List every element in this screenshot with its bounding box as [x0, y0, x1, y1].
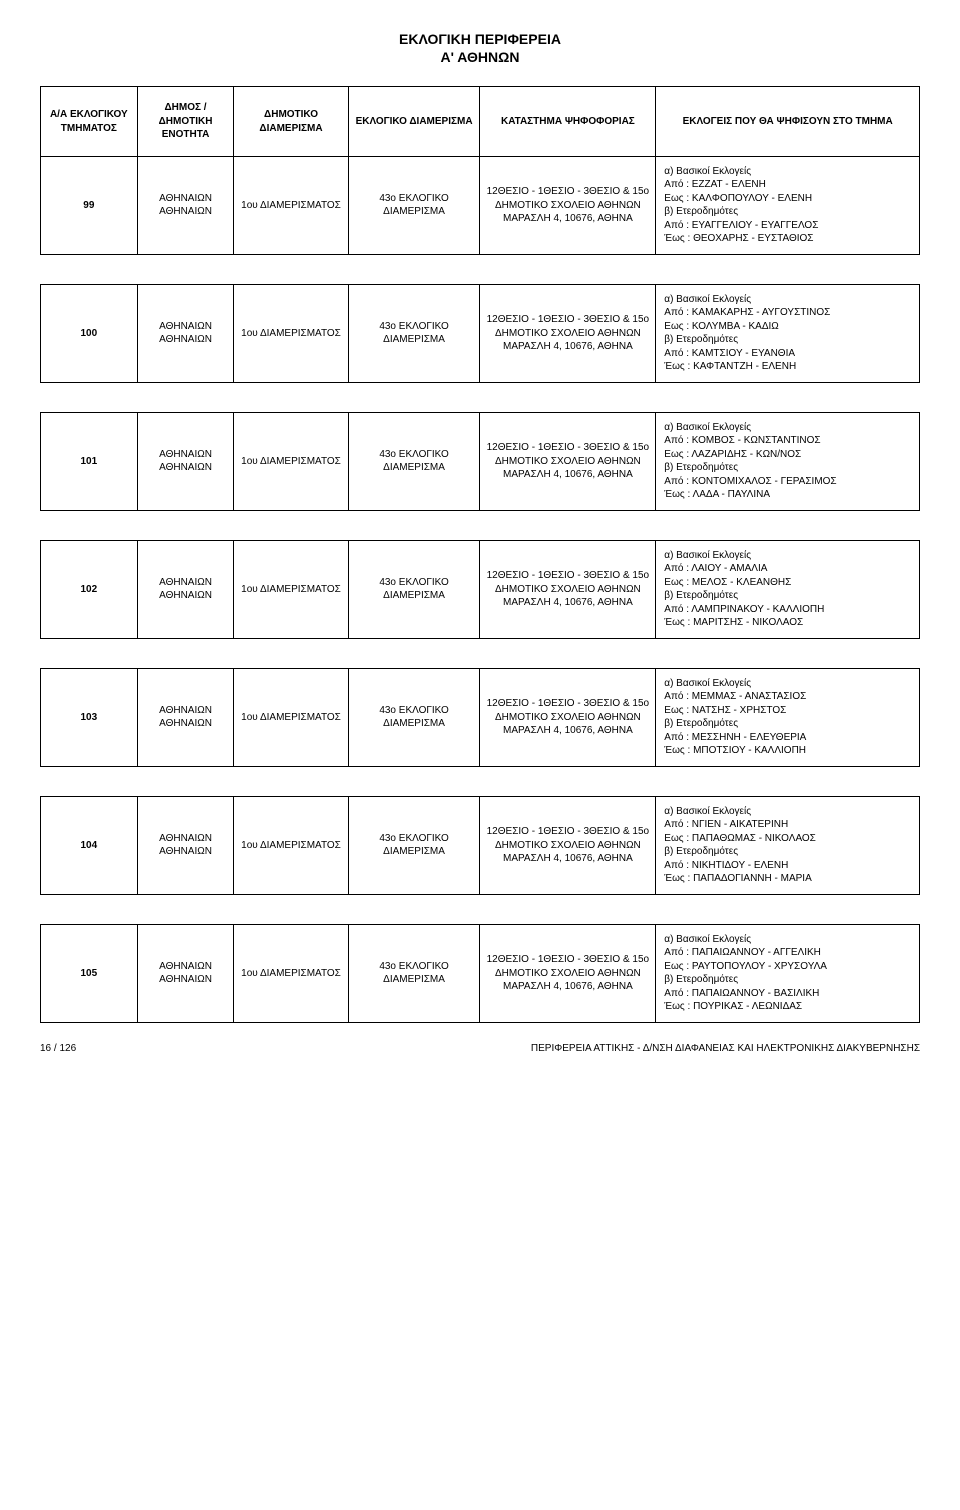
- spacer-cell: [41, 894, 920, 924]
- cell-voters: α) Βασικοί ΕκλογείςΑπό : ΚΟΜΒΟΣ - ΚΩΝΣΤΑ…: [656, 412, 920, 510]
- cell-aa: 99: [41, 156, 138, 254]
- cell-eklogiko: 43ο ΕΚΛΟΓΙΚΟ ΔΙΑΜΕΡΙΣΜΑ: [348, 156, 480, 254]
- table-row: 104ΑΘΗΝΑΙΩΝ ΑΘΗΝΑΙΩΝ1ου ΔΙΑΜΕΡΙΣΜΑΤΟΣ43ο…: [41, 796, 920, 894]
- cell-voters: α) Βασικοί ΕκλογείςΑπό : ΠΑΠΑΙΩΑΝΝΟΥ - Α…: [656, 924, 920, 1022]
- cell-aa: 104: [41, 796, 138, 894]
- row-spacer: [41, 382, 920, 412]
- cell-katastima: 12ΘΕΣΙΟ - 1ΘΕΣΙΟ - 3ΘΕΣΙΟ & 15ο ΔΗΜΟΤΙΚΟ…: [480, 284, 656, 382]
- cell-katastima: 12ΘΕΣΙΟ - 1ΘΕΣΙΟ - 3ΘΕΣΙΟ & 15ο ΔΗΜΟΤΙΚΟ…: [480, 412, 656, 510]
- cell-dimotiko: 1ου ΔΙΑΜΕΡΙΣΜΑΤΟΣ: [234, 284, 348, 382]
- header-katastima: ΚΑΤΑΣΤΗΜΑ ΨΗΦΟΦΟΡΙΑΣ: [480, 87, 656, 157]
- cell-aa: 102: [41, 540, 138, 638]
- cell-katastima: 12ΘΕΣΙΟ - 1ΘΕΣΙΟ - 3ΘΕΣΙΟ & 15ο ΔΗΜΟΤΙΚΟ…: [480, 924, 656, 1022]
- cell-eklogiko: 43ο ΕΚΛΟΓΙΚΟ ΔΙΑΜΕΡΙΣΜΑ: [348, 284, 480, 382]
- cell-katastima: 12ΘΕΣΙΟ - 1ΘΕΣΙΟ - 3ΘΕΣΙΟ & 15ο ΔΗΜΟΤΙΚΟ…: [480, 540, 656, 638]
- row-spacer: [41, 894, 920, 924]
- spacer-cell: [41, 766, 920, 796]
- cell-dimotiko: 1ου ΔΙΑΜΕΡΙΣΜΑΤΟΣ: [234, 796, 348, 894]
- cell-dimos: ΑΘΗΝΑΙΩΝ ΑΘΗΝΑΙΩΝ: [137, 156, 234, 254]
- table-header-row: Α/Α ΕΚΛΟΓΙΚΟΥ ΤΜΗΜΑΤΟΣ ΔΗΜΟΣ / ΔΗΜΟΤΙΚΗ …: [41, 87, 920, 157]
- spacer-cell: [41, 638, 920, 668]
- cell-katastima: 12ΘΕΣΙΟ - 1ΘΕΣΙΟ - 3ΘΕΣΙΟ & 15ο ΔΗΜΟΤΙΚΟ…: [480, 156, 656, 254]
- cell-dimos: ΑΘΗΝΑΙΩΝ ΑΘΗΝΑΙΩΝ: [137, 668, 234, 766]
- cell-eklogiko: 43ο ΕΚΛΟΓΙΚΟ ΔΙΑΜΕΡΙΣΜΑ: [348, 924, 480, 1022]
- cell-aa: 101: [41, 412, 138, 510]
- title-line-2: Α' ΑΘΗΝΩΝ: [441, 49, 520, 65]
- spacer-cell: [41, 510, 920, 540]
- cell-aa: 105: [41, 924, 138, 1022]
- cell-dimotiko: 1ου ΔΙΑΜΕΡΙΣΜΑΤΟΣ: [234, 412, 348, 510]
- cell-eklogiko: 43ο ΕΚΛΟΓΙΚΟ ΔΙΑΜΕΡΙΣΜΑ: [348, 412, 480, 510]
- cell-dimos: ΑΘΗΝΑΙΩΝ ΑΘΗΝΑΙΩΝ: [137, 284, 234, 382]
- header-dimotiko: ΔΗΜΟΤΙΚΟ ΔΙΑΜΕΡΙΣΜΑ: [234, 87, 348, 157]
- cell-dimos: ΑΘΗΝΑΙΩΝ ΑΘΗΝΑΙΩΝ: [137, 924, 234, 1022]
- cell-dimotiko: 1ου ΔΙΑΜΕΡΙΣΜΑΤΟΣ: [234, 540, 348, 638]
- cell-dimos: ΑΘΗΝΑΙΩΝ ΑΘΗΝΑΙΩΝ: [137, 796, 234, 894]
- cell-eklogiko: 43ο ΕΚΛΟΓΙΚΟ ΔΙΑΜΕΡΙΣΜΑ: [348, 540, 480, 638]
- spacer-cell: [41, 254, 920, 284]
- cell-katastima: 12ΘΕΣΙΟ - 1ΘΕΣΙΟ - 3ΘΕΣΙΟ & 15ο ΔΗΜΟΤΙΚΟ…: [480, 668, 656, 766]
- table-row: 105ΑΘΗΝΑΙΩΝ ΑΘΗΝΑΙΩΝ1ου ΔΙΑΜΕΡΙΣΜΑΤΟΣ43ο…: [41, 924, 920, 1022]
- cell-eklogiko: 43ο ΕΚΛΟΓΙΚΟ ΔΙΑΜΕΡΙΣΜΑ: [348, 796, 480, 894]
- page-title: ΕΚΛΟΓΙΚΗ ΠΕΡΙΦΕΡΕΙΑ Α' ΑΘΗΝΩΝ: [40, 30, 920, 66]
- title-line-1: ΕΚΛΟΓΙΚΗ ΠΕΡΙΦΕΡΕΙΑ: [399, 31, 561, 47]
- cell-dimotiko: 1ου ΔΙΑΜΕΡΙΣΜΑΤΟΣ: [234, 156, 348, 254]
- header-dimos: ΔΗΜΟΣ / ΔΗΜΟΤΙΚΗ ΕΝΟΤΗΤΑ: [137, 87, 234, 157]
- cell-katastima: 12ΘΕΣΙΟ - 1ΘΕΣΙΟ - 3ΘΕΣΙΟ & 15ο ΔΗΜΟΤΙΚΟ…: [480, 796, 656, 894]
- row-spacer: [41, 766, 920, 796]
- table-row: 103ΑΘΗΝΑΙΩΝ ΑΘΗΝΑΙΩΝ1ου ΔΙΑΜΕΡΙΣΜΑΤΟΣ43ο…: [41, 668, 920, 766]
- footer-org: ΠΕΡΙΦΕΡΕΙΑ ΑΤΤΙΚΗΣ - Δ/ΝΣΗ ΔΙΑΦΑΝΕΙΑΣ ΚΑ…: [531, 1043, 920, 1054]
- cell-aa: 100: [41, 284, 138, 382]
- row-spacer: [41, 510, 920, 540]
- cell-voters: α) Βασικοί ΕκλογείςΑπό : ΚΑΜΑΚΑΡΗΣ - ΑΥΓ…: [656, 284, 920, 382]
- cell-voters: α) Βασικοί ΕκλογείςΑπό : ΜΕΜΜΑΣ - ΑΝΑΣΤΑ…: [656, 668, 920, 766]
- row-spacer: [41, 638, 920, 668]
- cell-aa: 103: [41, 668, 138, 766]
- header-eklogeis: ΕΚΛΟΓΕΙΣ ΠΟΥ ΘΑ ΨΗΦΙΣΟΥΝ ΣΤΟ ΤΜΗΜΑ: [656, 87, 920, 157]
- cell-voters: α) Βασικοί ΕκλογείςΑπό : ΕΖΖΑΤ - ΕΛΕΝΗΕω…: [656, 156, 920, 254]
- table-row: 99ΑΘΗΝΑΙΩΝ ΑΘΗΝΑΙΩΝ1ου ΔΙΑΜΕΡΙΣΜΑΤΟΣ43ο …: [41, 156, 920, 254]
- table-row: 100ΑΘΗΝΑΙΩΝ ΑΘΗΝΑΙΩΝ1ου ΔΙΑΜΕΡΙΣΜΑΤΟΣ43ο…: [41, 284, 920, 382]
- table-row: 102ΑΘΗΝΑΙΩΝ ΑΘΗΝΑΙΩΝ1ου ΔΙΑΜΕΡΙΣΜΑΤΟΣ43ο…: [41, 540, 920, 638]
- row-spacer: [41, 254, 920, 284]
- cell-eklogiko: 43ο ΕΚΛΟΓΙΚΟ ΔΙΑΜΕΡΙΣΜΑ: [348, 668, 480, 766]
- cell-dimotiko: 1ου ΔΙΑΜΕΡΙΣΜΑΤΟΣ: [234, 924, 348, 1022]
- header-eklogiko: ΕΚΛΟΓΙΚΟ ΔΙΑΜΕΡΙΣΜΑ: [348, 87, 480, 157]
- cell-dimos: ΑΘΗΝΑΙΩΝ ΑΘΗΝΑΙΩΝ: [137, 412, 234, 510]
- header-aa: Α/Α ΕΚΛΟΓΙΚΟΥ ΤΜΗΜΑΤΟΣ: [41, 87, 138, 157]
- cell-dimotiko: 1ου ΔΙΑΜΕΡΙΣΜΑΤΟΣ: [234, 668, 348, 766]
- cell-voters: α) Βασικοί ΕκλογείςΑπό : ΛΑΙΟΥ - ΑΜΑΛΙΑΕ…: [656, 540, 920, 638]
- page-footer: 16 / 126 ΠΕΡΙΦΕΡΕΙΑ ΑΤΤΙΚΗΣ - Δ/ΝΣΗ ΔΙΑΦ…: [40, 1043, 920, 1054]
- cell-voters: α) Βασικοί ΕκλογείςΑπό : ΝΓΙΕΝ - ΑΙΚΑΤΕΡ…: [656, 796, 920, 894]
- table-row: 101ΑΘΗΝΑΙΩΝ ΑΘΗΝΑΙΩΝ1ου ΔΙΑΜΕΡΙΣΜΑΤΟΣ43ο…: [41, 412, 920, 510]
- cell-dimos: ΑΘΗΝΑΙΩΝ ΑΘΗΝΑΙΩΝ: [137, 540, 234, 638]
- voting-table: Α/Α ΕΚΛΟΓΙΚΟΥ ΤΜΗΜΑΤΟΣ ΔΗΜΟΣ / ΔΗΜΟΤΙΚΗ …: [40, 86, 920, 1023]
- spacer-cell: [41, 382, 920, 412]
- footer-page-number: 16 / 126: [40, 1043, 76, 1054]
